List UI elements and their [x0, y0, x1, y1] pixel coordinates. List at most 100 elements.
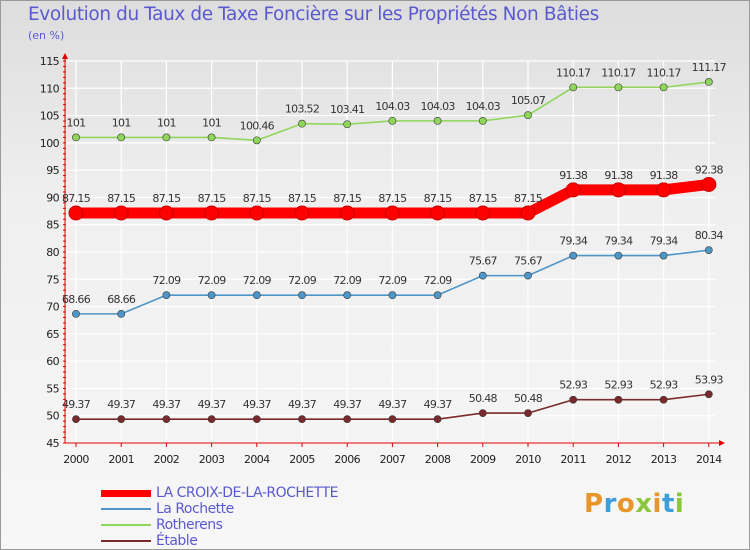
data-label: 80.34 — [695, 229, 724, 242]
data-label: 101 — [112, 116, 131, 129]
data-label-layer: 49.37 49.37 49.37 49.37 49.37 49.37 49.37 49.37… — [62, 61, 727, 411]
data-point — [207, 291, 216, 300]
data-label: 87.15 — [378, 192, 407, 205]
data-point — [162, 415, 171, 424]
data-point — [113, 205, 129, 221]
data-label: 53.93 — [695, 373, 724, 386]
data-label: 104.03 — [420, 100, 455, 113]
x-tick-label: 2011 — [560, 453, 586, 466]
data-label: 79.34 — [650, 235, 679, 248]
data-label: 110.17 — [601, 66, 636, 79]
data-label: 87.15 — [469, 192, 498, 205]
brand-logo: Proxiti — [584, 489, 684, 519]
data-label: 72.09 — [243, 274, 272, 287]
data-label: 92.38 — [695, 163, 724, 176]
data-point — [569, 251, 578, 260]
x-tick-label: 2004 — [244, 453, 270, 466]
data-label: 49.37 — [198, 398, 227, 411]
brand-letter: x — [635, 489, 653, 519]
data-point — [207, 133, 216, 142]
y-tick-label: 60 — [46, 355, 59, 368]
data-label: 72.09 — [198, 274, 227, 287]
data-label: 87.15 — [107, 192, 136, 205]
data-point — [252, 415, 261, 424]
data-label: 50.48 — [514, 392, 543, 405]
data-point — [659, 395, 668, 404]
legend-label-etable: Étable — [156, 533, 198, 549]
data-label: 87.15 — [243, 192, 272, 205]
data-point — [204, 205, 220, 221]
data-point — [478, 409, 487, 417]
y-tick-label: 65 — [46, 328, 59, 341]
legend-label-rotherens: Rotherens — [156, 517, 223, 533]
data-label: 79.34 — [559, 235, 588, 248]
legend-swatch-rotherens — [101, 524, 151, 526]
data-label: 72.09 — [424, 274, 453, 287]
data-point — [388, 291, 397, 300]
data-point — [565, 182, 581, 198]
data-point — [207, 415, 216, 424]
x-tick-label: 2007 — [380, 453, 406, 466]
data-point — [701, 176, 717, 192]
data-label: 101 — [202, 116, 221, 129]
data-label: 104.03 — [375, 100, 410, 113]
data-point — [339, 205, 355, 221]
x-axis-arrow — [719, 440, 725, 446]
axis-layer: 45 50 55 60 65 70 75 80 85 90 95 100 105 110 115 2000 20… — [40, 53, 725, 466]
y-tick-label: 70 — [46, 301, 59, 314]
data-point — [249, 205, 265, 221]
y-tick-label: 110 — [40, 82, 60, 95]
data-label: 103.41 — [330, 103, 364, 116]
data-point — [252, 291, 261, 300]
data-point — [294, 205, 310, 221]
brand-letter: P — [584, 489, 604, 519]
y-tick-label: 55 — [46, 382, 59, 395]
x-tick-label: 2005 — [289, 453, 315, 466]
data-point — [433, 116, 442, 125]
y-tick-label: 75 — [46, 273, 59, 286]
y-tick-label: 85 — [46, 219, 59, 232]
data-label: 105.07 — [511, 94, 546, 107]
data-point — [388, 116, 397, 125]
data-point — [524, 271, 532, 280]
data-label: 68.66 — [62, 293, 91, 306]
data-label: 110.17 — [556, 66, 591, 79]
data-label: 52.93 — [559, 379, 588, 392]
data-label: 91.38 — [650, 169, 679, 182]
data-label: 49.37 — [288, 398, 317, 411]
data-point — [704, 78, 713, 86]
x-tick-label: 2006 — [334, 453, 360, 466]
data-point — [475, 205, 491, 221]
data-point — [298, 119, 306, 128]
data-label: 49.37 — [152, 398, 181, 411]
data-point — [478, 271, 487, 280]
data-label: 100.46 — [240, 119, 275, 132]
data-point — [659, 251, 668, 260]
data-label: 72.09 — [333, 274, 362, 287]
data-label: 87.15 — [333, 192, 362, 205]
data-label: 72.09 — [378, 274, 407, 287]
data-point — [117, 415, 126, 424]
data-label: 87.15 — [152, 192, 181, 205]
legend-label-croix: LA CROIX-DE-LA-ROCHETTE — [156, 485, 338, 501]
data-label: 91.38 — [604, 169, 633, 182]
y-tick-label: 100 — [40, 137, 60, 150]
data-point — [162, 291, 171, 300]
legend-swatch-etable — [101, 540, 151, 542]
y-tick-label: 50 — [46, 410, 59, 423]
data-label: 72.09 — [288, 274, 317, 287]
data-point — [569, 83, 578, 92]
data-label: 104.03 — [466, 100, 501, 113]
data-label: 49.37 — [378, 398, 407, 411]
data-point — [524, 111, 532, 120]
data-label: 49.37 — [107, 398, 136, 411]
data-point — [704, 246, 713, 255]
data-label: 110.17 — [646, 66, 681, 79]
data-label: 68.66 — [107, 293, 136, 306]
chart-title: Evolution du Taux de Taxe Foncière sur l… — [28, 4, 599, 25]
data-label: 50.48 — [469, 392, 498, 405]
data-point — [117, 133, 126, 142]
data-point — [72, 309, 80, 318]
data-label: 87.15 — [288, 192, 317, 205]
